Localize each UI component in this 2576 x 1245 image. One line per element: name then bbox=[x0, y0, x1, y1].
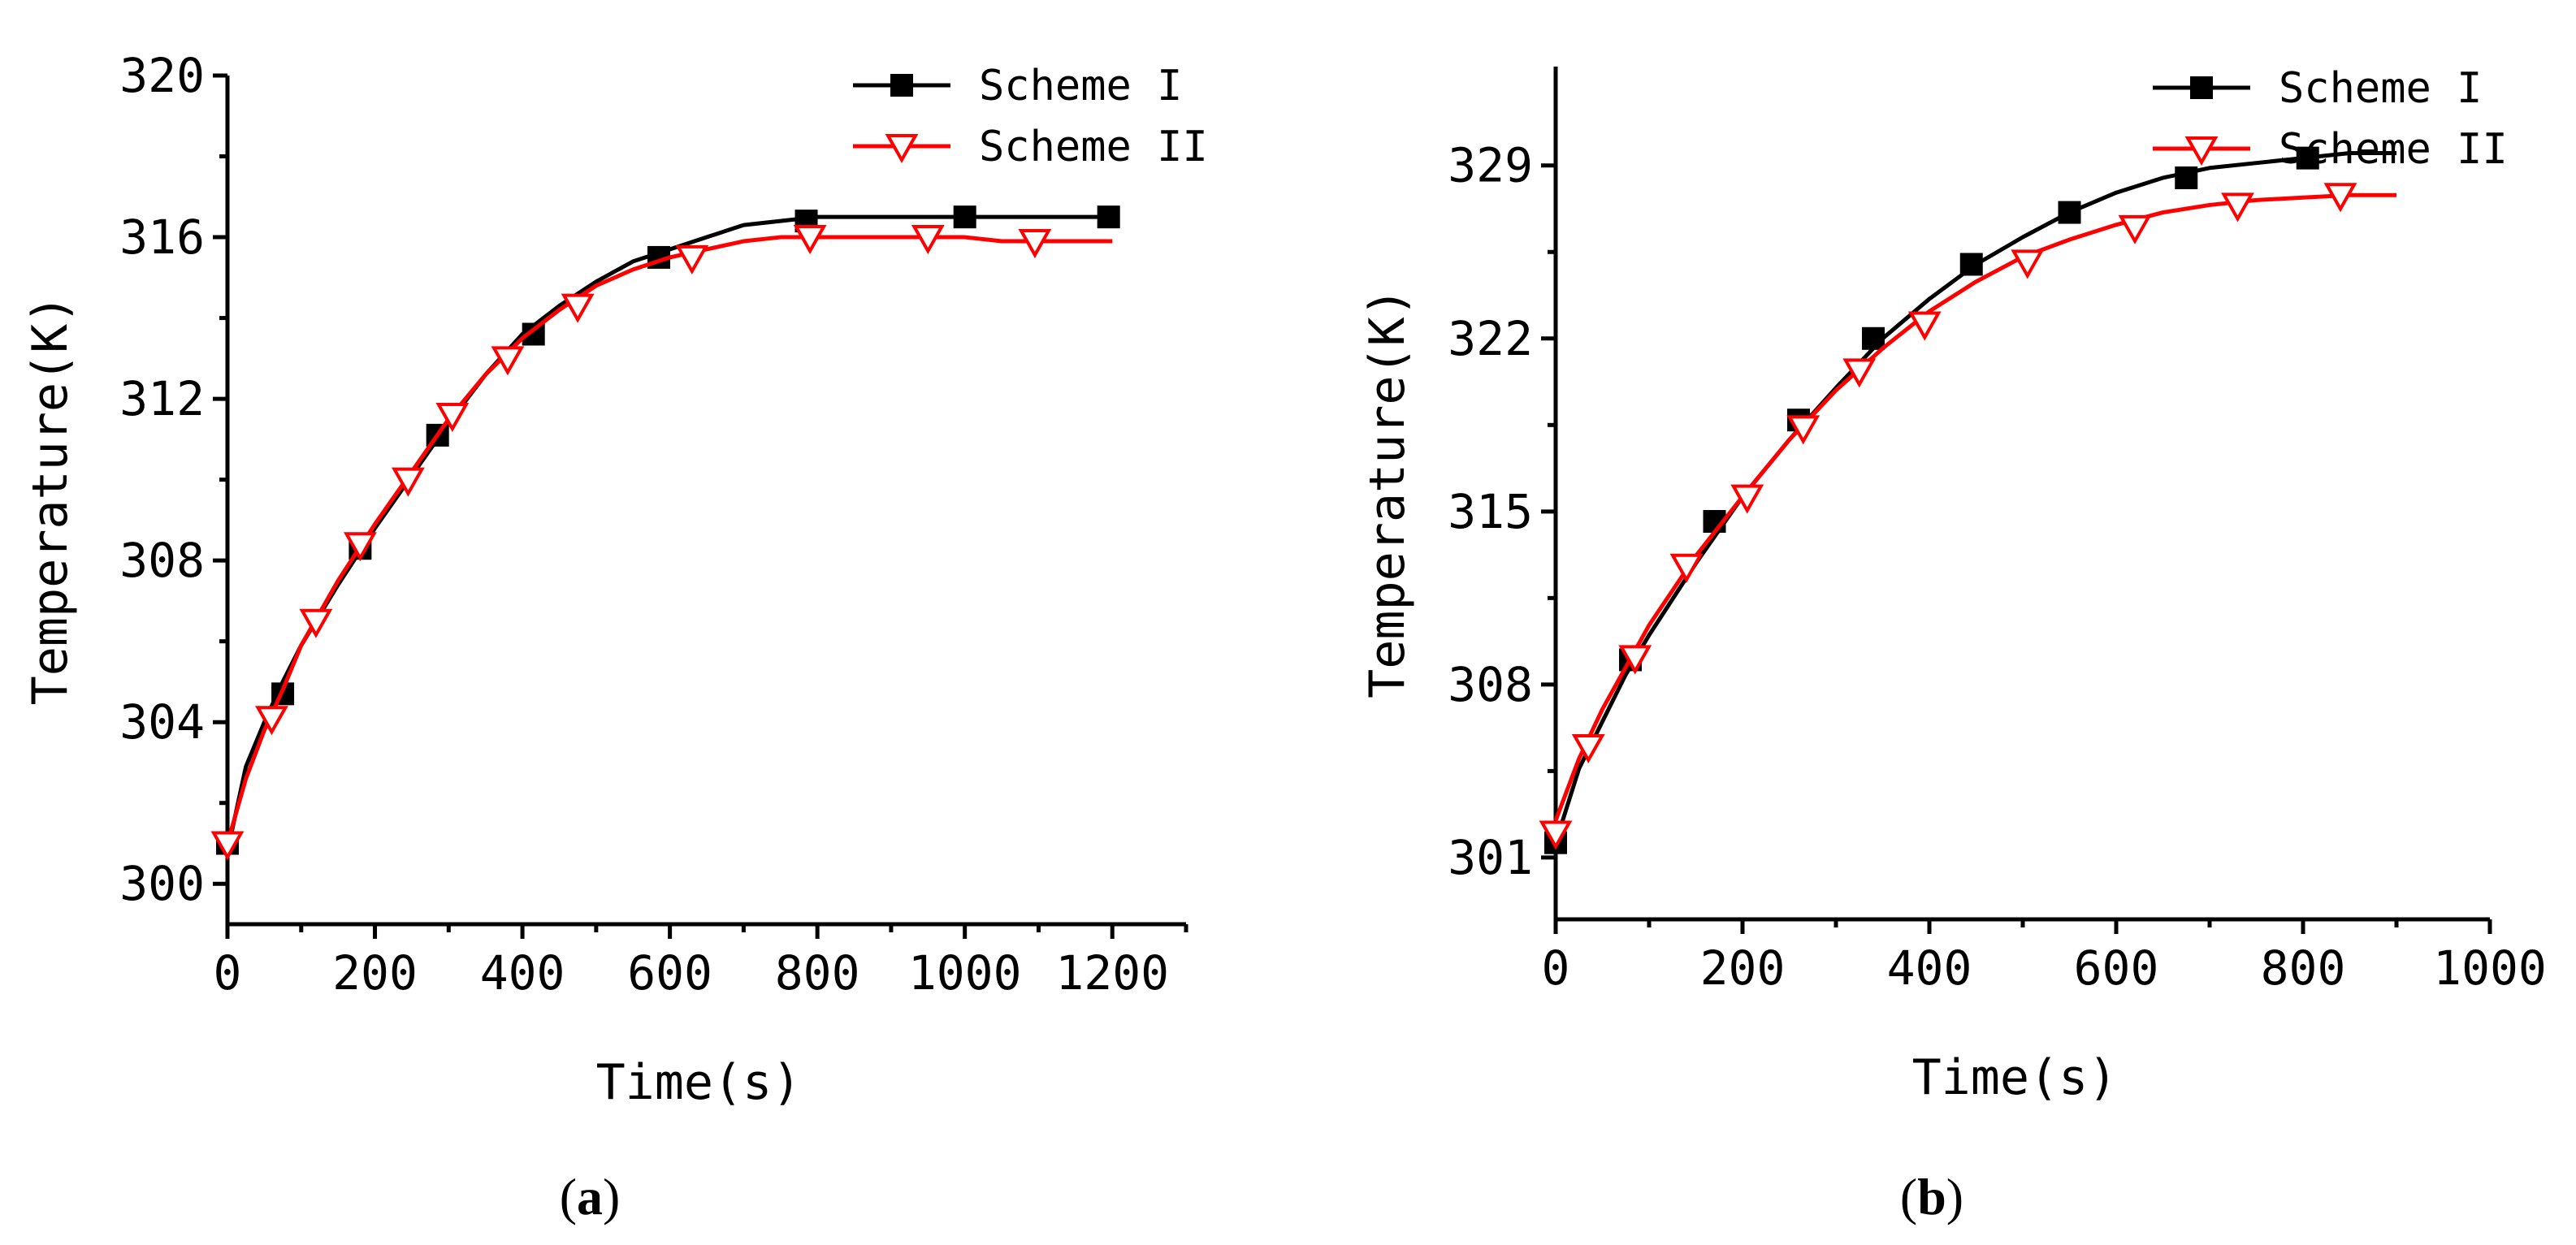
legend-marker-square bbox=[890, 74, 913, 97]
data-point-square bbox=[2058, 201, 2081, 224]
data-point-triangle bbox=[1539, 820, 1573, 850]
panel-label-b: (b) bbox=[1900, 1168, 1963, 1226]
legend-marker-triangle bbox=[885, 134, 919, 164]
y-tick-label: 308 bbox=[119, 533, 205, 588]
x-axis-title: Time(s) bbox=[1912, 1049, 2118, 1106]
y-axis-title: Temperature(K) bbox=[1359, 287, 1416, 698]
y-tick-label: 316 bbox=[119, 210, 205, 265]
y-tick-label: 300 bbox=[119, 856, 205, 911]
x-tick-label: 1000 bbox=[908, 945, 1022, 1001]
chart-panel-a: 0 200 400 600 800 1000 1200 300 304 308 312 316 320 T… bbox=[22, 48, 1208, 1111]
data-point-square bbox=[2175, 166, 2198, 189]
x-tick-label: 400 bbox=[480, 945, 565, 1001]
y-tick-label: 308 bbox=[1448, 657, 1533, 712]
x-axis-title: Time(s) bbox=[596, 1054, 802, 1111]
x-tick-label: 1000 bbox=[2433, 940, 2547, 996]
x-tick-label: 200 bbox=[1700, 940, 1786, 996]
y-axis-title: Temperature(K) bbox=[22, 295, 79, 706]
y-tick-label: 315 bbox=[1448, 484, 1533, 539]
data-point-triangle bbox=[1618, 645, 1652, 675]
data-point-triangle bbox=[1907, 311, 1942, 341]
x-tick-label: 800 bbox=[775, 945, 860, 1001]
data-point-triangle bbox=[1786, 415, 1821, 445]
data-point-triangle bbox=[299, 608, 333, 638]
data-point-triangle bbox=[675, 244, 709, 275]
data-point-triangle bbox=[2118, 214, 2152, 244]
legend-label-1: Scheme II bbox=[2279, 125, 2508, 174]
legend-marker-square bbox=[2190, 76, 2213, 99]
data-point-square bbox=[1959, 253, 1983, 276]
x-tick-label: 600 bbox=[2074, 940, 2159, 996]
x-tick-label: 400 bbox=[1887, 940, 1972, 996]
data-point-triangle bbox=[1669, 553, 1704, 583]
data-point-triangle bbox=[1730, 484, 1764, 514]
data-point-triangle bbox=[491, 346, 525, 376]
legend-label-0: Scheme I bbox=[979, 62, 1182, 110]
y-tick-label: 329 bbox=[1448, 138, 1533, 193]
x-tick-label: 0 bbox=[214, 945, 242, 1001]
y-tick-label: 322 bbox=[1448, 311, 1533, 366]
data-point-triangle bbox=[435, 403, 470, 433]
data-point-triangle bbox=[255, 706, 288, 736]
data-point-square bbox=[1862, 326, 1885, 350]
data-point-triangle bbox=[1842, 358, 1877, 388]
chart-panel-b: 0 200 400 600 800 1000 301 308 315 322 329 Time(s) T… bbox=[1359, 64, 2547, 1106]
x-tick-label: 800 bbox=[2261, 940, 2346, 996]
data-point-triangle bbox=[1018, 229, 1052, 259]
data-point-triangle bbox=[561, 293, 595, 323]
y-tick-label: 320 bbox=[119, 48, 205, 103]
data-point-triangle bbox=[2011, 249, 2045, 279]
x-tick-label: 600 bbox=[627, 945, 712, 1001]
x-tick-label: 1200 bbox=[1055, 945, 1169, 1001]
data-point-triangle bbox=[2221, 192, 2254, 223]
data-point-triangle bbox=[210, 831, 245, 861]
legend-label-0: Scheme I bbox=[2279, 64, 2482, 113]
data-point-triangle bbox=[343, 532, 377, 562]
data-point-triangle bbox=[2323, 183, 2357, 213]
x-tick-label: 200 bbox=[332, 945, 418, 1001]
data-point-triangle bbox=[1571, 733, 1605, 764]
legend-marker-triangle bbox=[2184, 136, 2219, 166]
data-point-square bbox=[1097, 205, 1120, 229]
x-tick-label: 0 bbox=[1542, 940, 1570, 996]
data-point-triangle bbox=[911, 225, 945, 255]
y-tick-label: 304 bbox=[119, 694, 205, 750]
y-tick-label: 312 bbox=[119, 371, 205, 426]
data-point-triangle bbox=[793, 225, 827, 255]
legend-label-1: Scheme II bbox=[979, 123, 1208, 171]
data-point-triangle bbox=[391, 467, 425, 497]
panel-label-a: (a) bbox=[560, 1168, 621, 1226]
data-point-square bbox=[2296, 146, 2319, 170]
y-tick-label: 301 bbox=[1448, 830, 1533, 885]
data-point-square bbox=[953, 205, 976, 229]
